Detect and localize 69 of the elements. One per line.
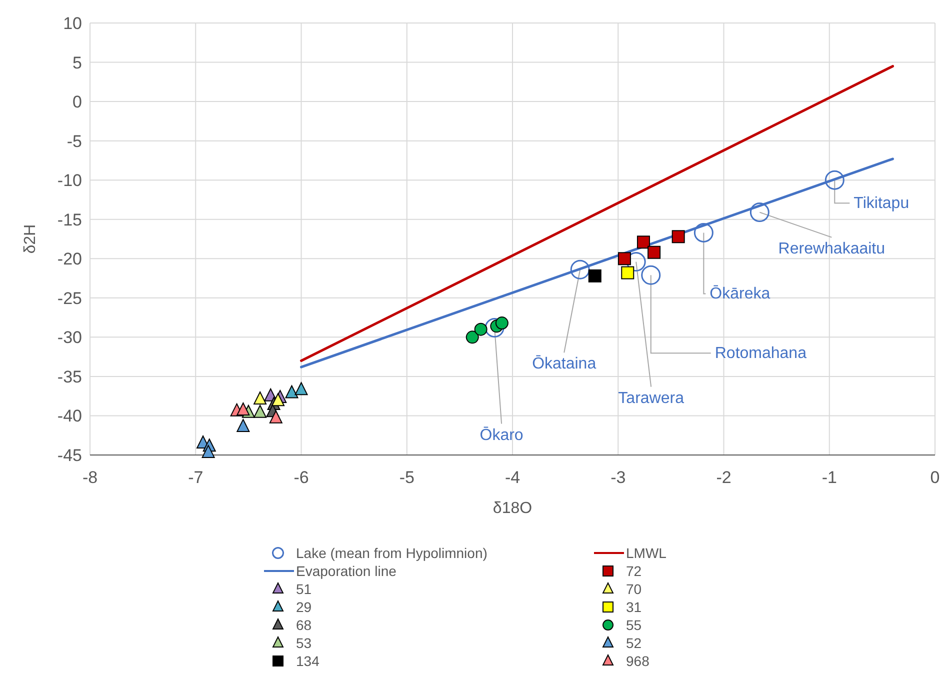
y-tick-label: 0 (72, 92, 82, 112)
point (570, 260, 590, 280)
point (648, 246, 661, 259)
legend-label: LMWL (626, 545, 667, 561)
y-tick-label: -30 (57, 328, 82, 348)
legend-label: 968 (626, 653, 650, 669)
annotation: Rotomahana (714, 345, 807, 362)
point (272, 393, 285, 406)
legend-label: 70 (626, 581, 642, 597)
y-tick-label: -10 (57, 171, 82, 190)
y-tick-label: -5 (66, 132, 82, 151)
point (495, 316, 508, 330)
point (285, 385, 298, 398)
x-tick-label: -4 (504, 468, 520, 487)
y-tick-label: -45 (57, 446, 82, 465)
x-tick-label: -8 (82, 468, 98, 487)
legend-label: Evaporation line (296, 563, 397, 579)
x-axis-title: δ18O (492, 500, 532, 517)
x-tick-label: -5 (399, 468, 414, 487)
legend-label: 134 (296, 653, 320, 669)
annotation: Rerewhakaaitu (778, 240, 886, 258)
legend-label: 31 (626, 599, 642, 615)
annotation: Tikitapu (854, 195, 910, 212)
y-tick-label: -35 (57, 367, 82, 386)
point (750, 202, 770, 222)
point (588, 269, 602, 282)
legend-label: 51 (296, 581, 312, 597)
legend-label: 52 (626, 635, 642, 651)
point (484, 318, 504, 338)
point (236, 402, 250, 416)
point (694, 222, 714, 242)
annotation: Ōkaro (480, 426, 524, 444)
point (824, 170, 844, 190)
point (618, 252, 631, 266)
point (672, 230, 685, 244)
legend-label: 68 (296, 617, 312, 633)
point (641, 265, 661, 285)
point (254, 404, 267, 418)
legend-label: 72 (626, 563, 642, 579)
legend-label: 29 (296, 599, 312, 615)
x-tick-label: -2 (716, 468, 732, 487)
point (236, 419, 250, 432)
point (294, 382, 308, 396)
annotation: Ōkāreka (710, 284, 770, 303)
x-tick-label: -6 (294, 468, 309, 487)
y-tick-label: -20 (57, 250, 82, 269)
annotation: Ōkataina (532, 354, 596, 373)
y-tick-label: -15 (57, 210, 82, 230)
legend-label: Lake (mean from Hypolimnion) (296, 545, 488, 561)
point (202, 444, 215, 458)
point (254, 392, 267, 405)
y-tick-label: 5 (72, 53, 82, 72)
y-axis-title: δ2H (22, 224, 39, 254)
legend-label: 55 (626, 617, 642, 633)
point (626, 252, 646, 272)
point (474, 322, 488, 336)
x-tick-label: -3 (610, 468, 626, 487)
x-tick-label: -7 (188, 468, 204, 487)
y-tick-label: 10 (63, 14, 82, 33)
point (621, 266, 634, 280)
point (269, 410, 282, 424)
x-tick-label: -1 (822, 468, 837, 487)
point (466, 330, 479, 344)
annotation: Tarawera (618, 390, 684, 407)
point (636, 236, 650, 249)
legend-label: 53 (296, 635, 312, 651)
y-tick-label: -25 (57, 288, 82, 308)
y-tick-label: -40 (57, 406, 82, 426)
x-tick-label: 0 (930, 468, 940, 487)
